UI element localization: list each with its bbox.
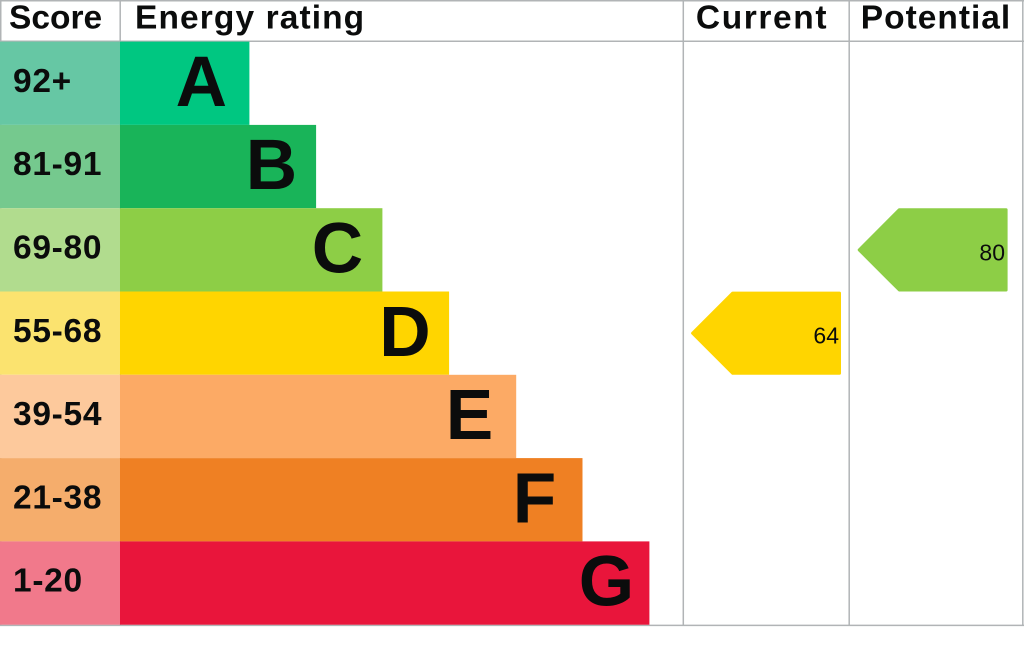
- svg-text:B: B: [246, 126, 297, 205]
- svg-text:80: 80: [979, 240, 1005, 266]
- svg-text:69-80: 69-80: [13, 230, 102, 267]
- svg-text:F: F: [513, 459, 556, 538]
- svg-text:64: 64: [813, 322, 839, 348]
- svg-text:Current: Current: [696, 0, 828, 37]
- svg-text:C: C: [312, 210, 363, 289]
- svg-text:21-38: 21-38: [13, 479, 102, 516]
- svg-text:A: A: [176, 43, 227, 122]
- svg-text:81-91: 81-91: [13, 146, 102, 183]
- svg-text:Energy rating: Energy rating: [135, 0, 365, 37]
- svg-text:92+: 92+: [13, 63, 72, 100]
- svg-text:1-20: 1-20: [13, 563, 83, 600]
- svg-text:55-68: 55-68: [13, 313, 102, 350]
- svg-text:G: G: [579, 543, 634, 622]
- svg-text:Score: Score: [9, 0, 102, 37]
- svg-text:39-54: 39-54: [13, 396, 102, 433]
- svg-text:D: D: [379, 293, 430, 372]
- svg-text:Potential: Potential: [861, 0, 1011, 37]
- svg-text:E: E: [446, 376, 493, 455]
